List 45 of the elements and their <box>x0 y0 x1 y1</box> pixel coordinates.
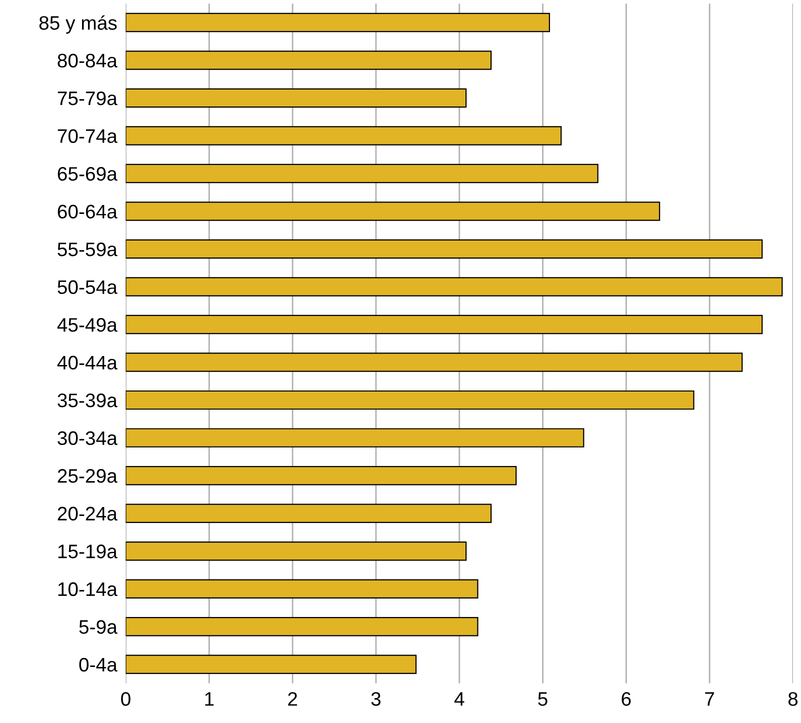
bar <box>126 239 763 259</box>
y-tick-label: 55-59a <box>58 242 118 256</box>
bar <box>126 12 550 32</box>
x-tick-label: 6 <box>622 692 631 706</box>
y-tick-label: 35-39a <box>58 394 118 408</box>
x-tick-label: 8 <box>788 692 798 706</box>
bar <box>126 541 467 561</box>
bar <box>126 50 492 70</box>
x-tick-label: 3 <box>371 692 381 706</box>
bar <box>126 88 467 108</box>
y-tick-label: 25-29a <box>58 469 118 483</box>
x-tick-label: 7 <box>705 692 714 706</box>
y-tick-label: 50-54a <box>58 280 118 294</box>
y-tick-label: 0-4a <box>79 658 118 672</box>
bar <box>126 616 478 636</box>
bar <box>126 352 743 372</box>
x-tick-label: 2 <box>288 692 297 706</box>
bar <box>126 466 517 486</box>
y-tick-label: 65-69a <box>58 166 118 181</box>
bar <box>126 164 598 184</box>
y-tick-label: 15-19a <box>58 544 118 558</box>
x-tick-label: 5 <box>538 692 548 706</box>
y-tick-label: 80-84a <box>58 54 118 68</box>
y-tick-label: 20-24a <box>58 506 118 521</box>
bar <box>126 277 783 296</box>
bar <box>126 504 492 523</box>
bar <box>126 202 660 221</box>
y-tick-label: 40-44a <box>57 356 118 370</box>
x-tick-label: 4 <box>454 692 464 706</box>
bar <box>126 390 694 410</box>
x-tick-label: 0 <box>121 692 130 706</box>
y-tick-label: 70-74a <box>58 129 118 143</box>
bar <box>126 314 763 334</box>
bar <box>126 579 478 598</box>
y-tick-label: 75-79a <box>58 91 118 106</box>
bar <box>126 126 562 146</box>
y-tick-label: 85 y más <box>39 15 117 34</box>
y-tick-label: 10-14a <box>58 582 118 596</box>
bar <box>126 654 417 674</box>
x-tick-label: 1 <box>205 692 214 706</box>
bar <box>126 428 584 448</box>
y-tick-label: 60-64a <box>58 204 118 219</box>
y-tick-label: 30-34a <box>58 431 118 446</box>
y-tick-label: 45-49a <box>57 318 118 332</box>
y-tick-label: 5-9a <box>79 620 118 634</box>
